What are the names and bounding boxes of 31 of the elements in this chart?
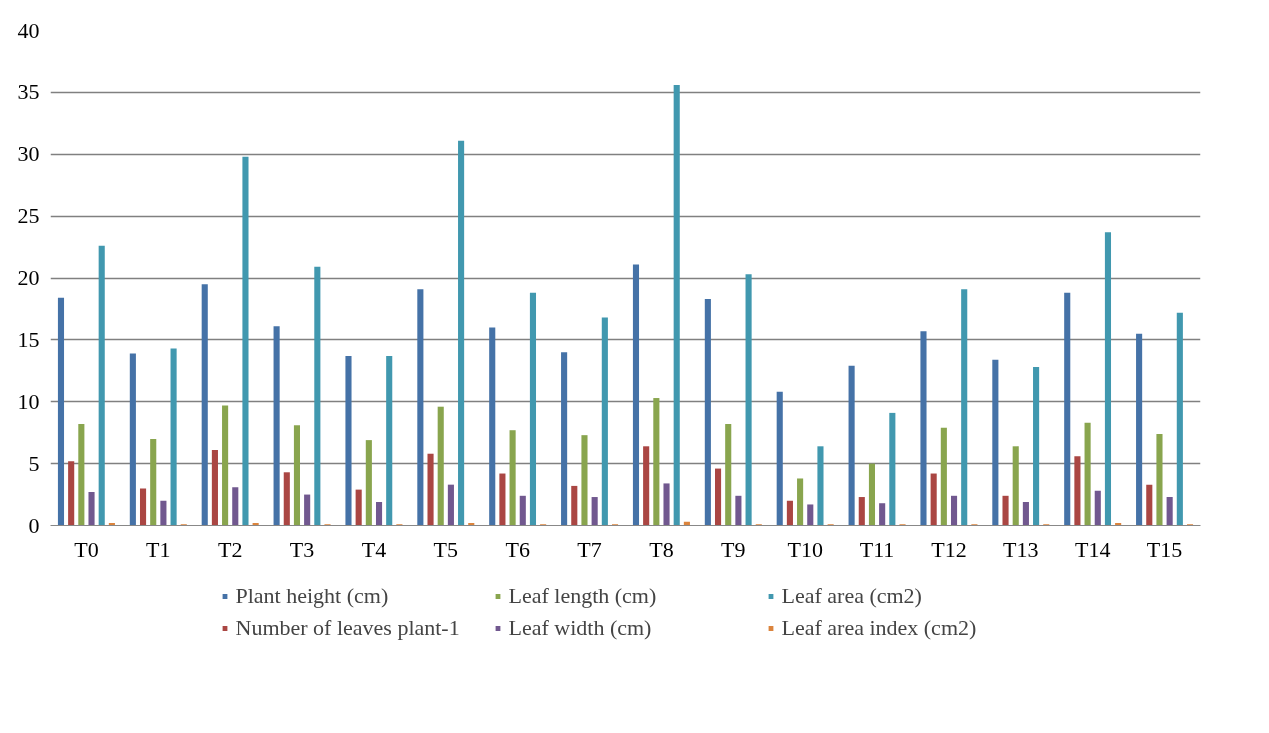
x-tick-label: T15 bbox=[1146, 536, 1183, 562]
x-tick-label: T11 bbox=[859, 536, 895, 562]
y-tick-label: 20 bbox=[17, 265, 40, 290]
y-tick-label: 15 bbox=[17, 326, 40, 352]
y-tick-label: 10 bbox=[17, 388, 40, 414]
y-tick-label: 25 bbox=[17, 203, 40, 229]
legend-label: Plant height (cm) bbox=[235, 582, 390, 609]
x-tick-label: T3 bbox=[289, 536, 315, 562]
y-tick-label: 40 bbox=[17, 17, 40, 43]
x-tick-label: T7 bbox=[577, 536, 602, 562]
x-tick-label: T14 bbox=[1074, 536, 1111, 562]
x-tick-label: T0 bbox=[74, 536, 99, 562]
legend-label: Leaf area (cm2) bbox=[781, 582, 923, 609]
legend-label: Leaf length (cm) bbox=[508, 582, 658, 609]
x-tick-label: T12 bbox=[931, 536, 967, 562]
x-tick-label: T5 bbox=[433, 536, 459, 562]
y-tick-label: 30 bbox=[17, 141, 40, 167]
x-tick-label: T9 bbox=[721, 536, 746, 562]
y-tick-label: 0 bbox=[28, 512, 40, 538]
legend-label: Number of leaves plant-1 bbox=[235, 614, 461, 641]
x-tick-label: T2 bbox=[217, 536, 243, 562]
y-tick-label: 5 bbox=[28, 450, 40, 476]
x-tick-label: T4 bbox=[361, 536, 387, 562]
x-tick-label: T10 bbox=[787, 536, 823, 562]
legend-label: Leaf width (cm) bbox=[508, 614, 653, 641]
x-tick-label: T8 bbox=[649, 536, 674, 562]
x-tick-label: T13 bbox=[1003, 536, 1039, 562]
x-tick-label: T6 bbox=[505, 536, 530, 562]
legend-label: Leaf area index (cm2) bbox=[781, 614, 978, 641]
x-tick-label: T1 bbox=[146, 536, 171, 562]
y-tick-label: 35 bbox=[17, 79, 40, 105]
